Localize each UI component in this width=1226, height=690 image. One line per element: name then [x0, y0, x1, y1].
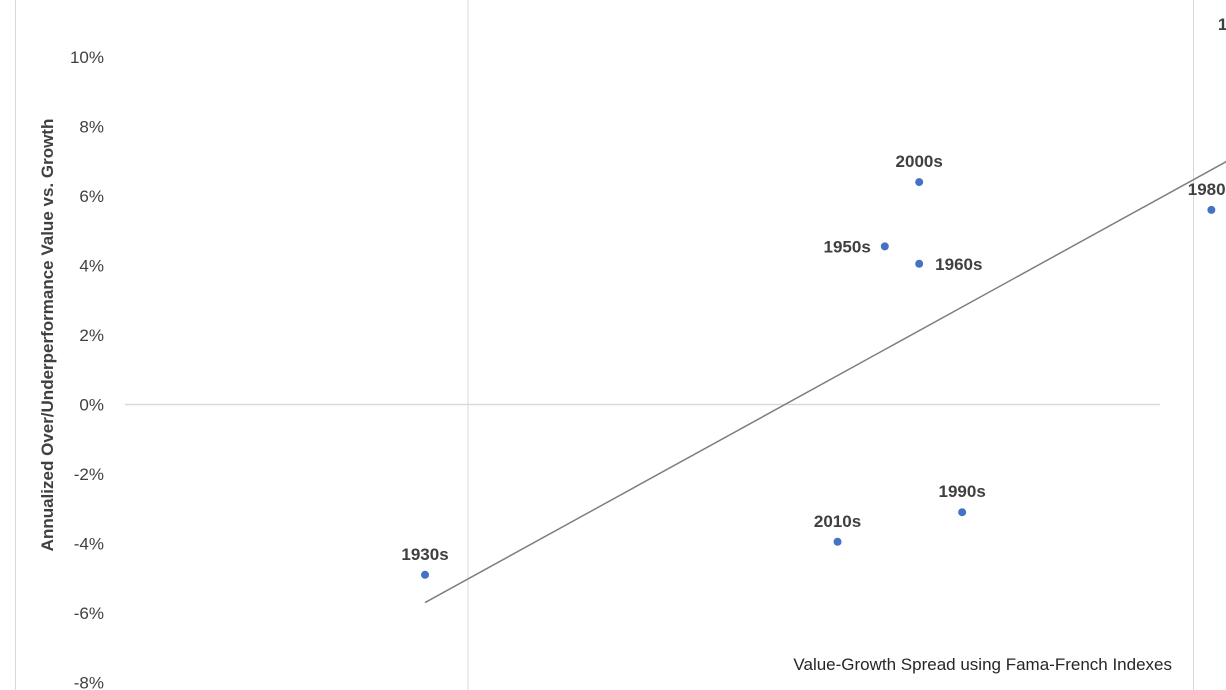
y-tick-label: -2%	[74, 465, 104, 484]
y-tick-label: 10%	[70, 48, 104, 67]
point-label-2010s: 2010s	[814, 512, 861, 531]
y-tick-label: 6%	[79, 187, 104, 206]
y-axis-title: Annualized Over/Underperformance Value v…	[38, 119, 57, 552]
data-point-1980s	[1207, 205, 1216, 214]
trendline	[424, 160, 1226, 604]
point-label-1990s: 1990s	[939, 482, 986, 501]
y-tick-label: 2%	[79, 326, 104, 345]
y-tick-label: 8%	[79, 118, 104, 137]
point-label-1930s: 1930s	[401, 545, 448, 564]
y-tick-label: -8%	[74, 674, 104, 690]
data-point-1950s	[880, 242, 889, 251]
frame-left-border	[15, 0, 16, 690]
frame-right-border	[1193, 0, 1194, 690]
data-points	[421, 178, 1216, 579]
y-tick-label: 0%	[79, 396, 104, 415]
data-point-2000s	[915, 178, 924, 187]
data-point-1990s	[958, 508, 967, 517]
y-tick-label: 4%	[79, 257, 104, 276]
data-point-1930s	[421, 570, 430, 579]
y-tick-label: -6%	[74, 604, 104, 623]
data-point-2010s	[833, 537, 842, 546]
point-label-1980s: 1980s	[1188, 180, 1226, 199]
point-label-1950s: 1950s	[824, 237, 871, 256]
point-label-1940s: 1940s	[1218, 15, 1226, 34]
y-axis-ticks: 10% 8% 6% 4% 2% 0% -2% -4% -6% -8%	[70, 48, 104, 690]
data-point-labels: 1930s1940s1950s1960s1970s1980s1990s2000s…	[401, 15, 1226, 564]
data-point-1960s	[915, 259, 924, 268]
y-tick-label: -4%	[74, 535, 104, 554]
point-label-1960s: 1960s	[935, 255, 982, 274]
point-label-2000s: 2000s	[896, 152, 943, 171]
x-axis-title: Value-Growth Spread using Fama-French In…	[793, 655, 1172, 674]
